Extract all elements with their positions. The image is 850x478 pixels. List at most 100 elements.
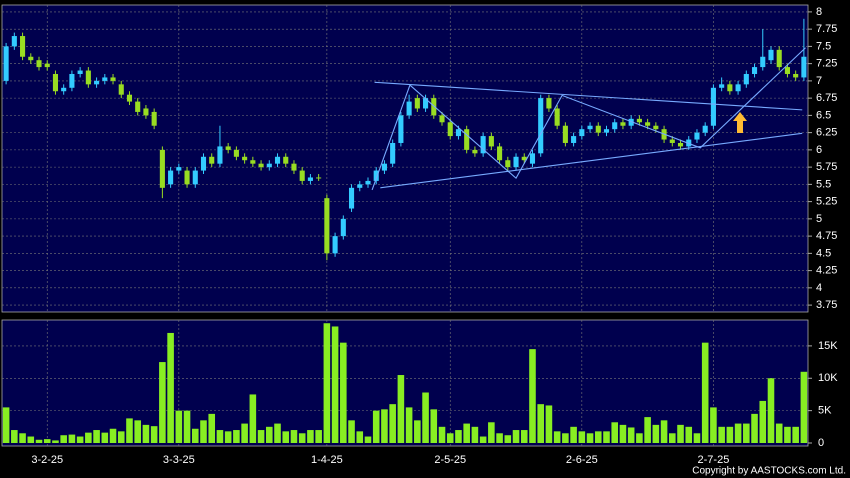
volume-bar [85,432,92,443]
candle-body [776,49,782,68]
candle-body [332,236,338,254]
y-tick-label: 5 [816,213,822,225]
candle-body [340,218,346,237]
volume-bar [191,428,199,443]
candle-body [28,56,34,61]
volume-bar [282,431,290,443]
candle-body [488,136,494,147]
volume-bar [479,436,487,443]
y-tick-label: 6.5 [816,109,831,121]
candle-body [562,125,568,143]
candle-body [472,149,478,154]
candle-body [702,125,708,133]
y-tick-label: 7.5 [816,40,831,52]
volume-bar [743,423,750,443]
candle-body [505,160,511,168]
volume-bar [389,404,396,443]
candle-body [414,98,420,109]
volume-bar [11,430,18,443]
candle-body [521,156,527,161]
volume-bar [619,424,627,443]
candle-body [595,125,601,133]
volume-bar [266,426,273,443]
candle-body [497,146,503,161]
candle-body [3,46,9,81]
candle-body [184,170,190,185]
volume-bar [644,417,651,443]
candle-body [760,56,766,68]
volume-bar [405,407,413,443]
y-tick-label: 4 [816,282,822,294]
candle-body [176,167,182,171]
price-panel [1,4,809,313]
volume-bar [216,430,224,443]
volume-bar [471,426,479,443]
candle-body [579,129,585,137]
candle-body [439,115,445,123]
candle-body [357,184,363,188]
volume-bar [603,431,610,443]
volume-bar [134,420,141,443]
candle-body [645,122,651,126]
volume-bar [27,436,35,443]
candle-body [381,163,387,171]
volume-bar [627,427,635,443]
candle-body [61,87,67,92]
candle-body [242,156,248,161]
candle-body [324,198,330,254]
candle-body [266,163,272,168]
x-tick-label: 2-5-25 [434,454,466,466]
volume-bar [290,430,298,443]
volume-bar [323,323,331,443]
candle-body [423,98,429,109]
volume-bar [142,424,150,443]
candle-body [36,60,42,68]
candle-body [669,139,675,143]
volume-bar [488,422,495,443]
volume-bar [76,436,84,443]
volume-bar [504,435,512,443]
candle-body [390,142,396,164]
candle-body [447,122,453,137]
candle-body [192,170,198,185]
volume-bar [381,409,388,443]
candle-body [307,177,313,181]
volume-bar [159,362,166,443]
volume-bar [93,430,100,443]
candle-body [11,36,17,47]
candle-body [283,156,289,164]
volume-bar [759,400,767,443]
candle-body [743,73,749,85]
volume-bar [233,430,240,443]
volume-bar [512,430,520,443]
volume-bar [101,432,109,443]
volume-tick-label: 15K [818,340,838,352]
candle-body [529,153,536,164]
y-tick-label: 5.25 [816,196,837,208]
candle-body [143,108,149,116]
volume-bar [726,426,734,443]
candle-body [784,67,790,74]
volume-bar [52,440,59,443]
volume-bar [710,407,717,443]
x-tick-label: 3-3-25 [163,454,195,466]
volume-bar [68,434,76,443]
volume-bar [224,431,232,443]
volume-bar [35,439,43,443]
volume-tick-label: 10K [818,372,838,384]
volume-bar [636,433,643,443]
volume-bar [463,423,470,443]
y-tick-label: 7 [816,75,822,87]
candle-body [44,63,50,68]
volume-bar [414,420,421,443]
candle-body [571,136,577,143]
volume-bar [249,394,257,443]
candle-body [710,87,716,126]
volume-bar [578,431,586,443]
volume-bar [775,423,783,443]
volume-bar [19,433,26,443]
volume-bar [660,420,668,443]
candle-body [587,125,593,130]
volume-bar [562,433,569,443]
volume-bar [307,430,314,443]
